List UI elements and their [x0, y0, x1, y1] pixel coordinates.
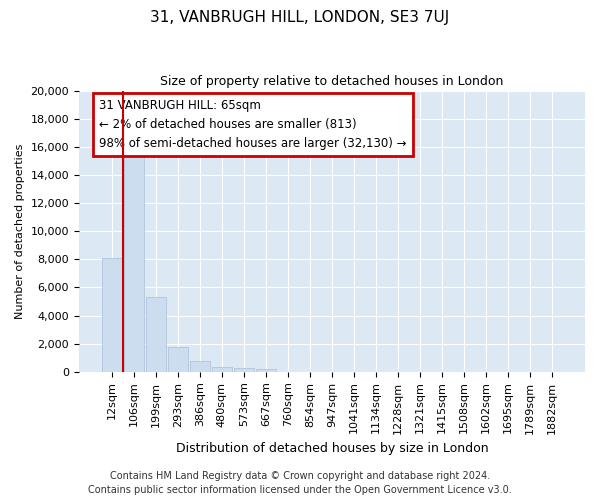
Y-axis label: Number of detached properties: Number of detached properties	[15, 144, 25, 319]
Title: Size of property relative to detached houses in London: Size of property relative to detached ho…	[160, 75, 503, 88]
Bar	[124, 138, 144, 372]
Bar	[256, 369, 276, 372]
X-axis label: Distribution of detached houses by size in London: Distribution of detached houses by size …	[176, 442, 488, 455]
Bar	[146, 298, 166, 372]
Bar	[212, 367, 232, 372]
Text: 31 VANBRUGH HILL: 65sqm
← 2% of detached houses are smaller (813)
98% of semi-de: 31 VANBRUGH HILL: 65sqm ← 2% of detached…	[99, 99, 407, 150]
Bar	[168, 347, 188, 372]
Bar	[190, 360, 210, 372]
Bar	[102, 258, 122, 372]
Text: Contains HM Land Registry data © Crown copyright and database right 2024.
Contai: Contains HM Land Registry data © Crown c…	[88, 471, 512, 495]
Text: 31, VANBRUGH HILL, LONDON, SE3 7UJ: 31, VANBRUGH HILL, LONDON, SE3 7UJ	[151, 10, 449, 25]
Bar	[234, 368, 254, 372]
